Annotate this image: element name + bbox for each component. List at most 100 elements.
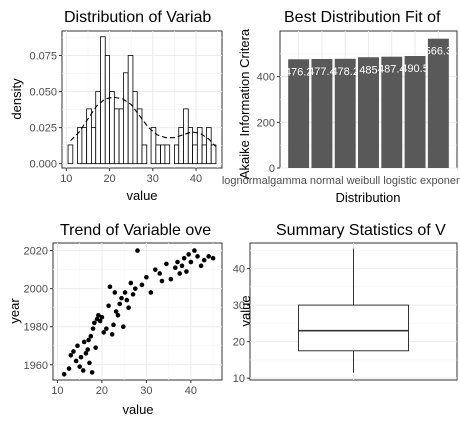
scatter-point [123,290,128,295]
scatter-point [160,279,165,284]
histogram-bin [119,109,123,164]
scatter-point [108,284,113,289]
scatter-point [195,254,200,259]
scatter-point [90,370,95,375]
histogram-bin [133,92,137,164]
scatter-point [144,275,149,280]
aic-bar-value-label: 478.2 [331,66,359,78]
histogram-bin [128,56,133,164]
scatter-point [117,302,122,307]
histogram-bin [96,92,101,164]
boxplot-panel: Summary Statistics of V 10 20 30 40 value [233,222,457,385]
histogram-bin [142,145,147,164]
histogram-y-ticks: 0.0000.0250.0500.075 [29,51,62,171]
aic-bar [428,39,449,168]
scatter-point [74,359,79,364]
scatter-x-ticks: 10 20 30 40 [51,380,197,397]
scatter-point [116,313,121,318]
scatter-point [71,349,76,354]
scatter-point [192,248,197,253]
histogram-y-axis-title: density [9,78,24,120]
x-tick-label: 40 [185,385,197,397]
scatter-point [206,254,211,259]
y-tick-label: 20 [233,337,245,349]
scatter-point [133,286,138,291]
scatter-point [100,315,105,320]
x-tick-label: 10 [60,173,72,185]
scatter-point [186,252,191,257]
y-tick-label: 0 [269,163,275,175]
aic-bar-y-ticks: 0 200 400 [257,72,280,175]
scatter-point [189,260,194,265]
scatter-point [81,368,86,373]
aic-bar-x-axis-title: Distribution [335,190,400,205]
scatter-point [77,364,82,369]
histogram-panel: Distribution of Variab 10 20 30 40 0.0000.0… [9,9,222,203]
y-tick-label: 1960 [24,360,48,372]
scatter-panel: Trend of Variable ove 10 20 30 40 196019802… [7,222,222,417]
scatter-point [85,347,90,352]
scatter-point [140,283,145,288]
scatter-point [106,303,111,308]
scatter-point [180,264,185,269]
scatter-point [121,324,126,329]
scatter-point [62,372,67,377]
y-tick-label: 1980 [24,322,48,334]
scatter-point [149,290,154,295]
scatter-point [91,326,96,331]
y-tick-label: 200 [257,117,275,129]
histogram-bin [165,145,170,164]
scatter-point [135,248,140,253]
y-tick-label: 0.075 [29,51,57,63]
x-tick-label: 20 [96,385,108,397]
y-tick-label: 0.050 [29,87,57,99]
scatter-point [177,271,182,276]
x-tick-label: 30 [140,385,152,397]
histogram-bin [87,109,92,164]
scatter-point [199,264,204,269]
y-tick-label: 0.025 [29,123,57,135]
scatter-point [67,366,72,371]
histogram-bin [202,145,206,164]
scatter-point [125,298,130,303]
x-tick-label: 30 [147,173,159,185]
histogram-bin [123,73,128,164]
histogram-bin [137,109,142,164]
histogram-x-ticks: 10 20 30 40 [60,168,202,185]
x-tick-label: 10 [51,385,63,397]
scatter-point [87,361,92,366]
scatter-point [202,258,207,263]
scatter-point [153,267,158,272]
scatter-point [182,256,187,261]
y-tick-label: 2000 [24,284,48,296]
scatter-point [173,265,178,270]
histogram-bin [91,128,95,164]
scatter-plot-area [53,243,222,380]
scatter-point [211,256,216,261]
aic-bar-panel: Best Distribution Fit of 476.2477.4478.2… [222,9,460,205]
scatter-point [93,345,98,350]
histogram-bin [206,128,211,164]
scatter-y-axis-title: year [7,298,22,324]
histogram-bin [105,56,109,164]
aic-bar-value-label: 485 [359,64,377,76]
y-tick-label: 400 [257,72,275,84]
scatter-point [111,323,116,328]
histogram-bin [184,109,189,164]
histogram-bin [82,128,87,164]
scatter-y-ticks: 1960 1980 2000 2020 [24,246,53,372]
aic-bar-value-label: 566.3 [425,46,453,58]
scatter-point [157,271,162,276]
scatter-x-axis-title: value [122,402,153,417]
aic-bar-title: Best Distribution Fit of [284,9,441,26]
histogram-bin [211,145,216,164]
scatter-point [82,340,87,345]
y-tick-label: 10 [233,373,245,385]
scatter-point [104,326,109,331]
histogram-bin [110,92,115,164]
scatter-point [184,269,189,274]
scatter-point [175,260,180,265]
scatter-point [110,332,115,337]
interquartile-box [299,305,409,351]
aic-bar-x-tick-labels: lognormalgamma normal weibull logistic e… [222,175,460,187]
